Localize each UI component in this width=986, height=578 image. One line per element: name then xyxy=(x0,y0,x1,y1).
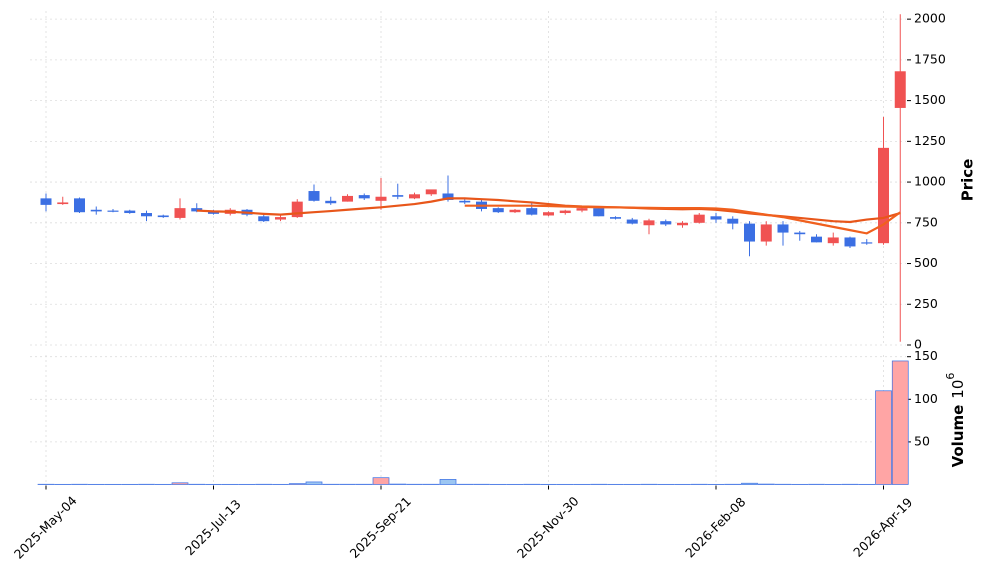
y-tick-label: 1750 xyxy=(914,51,946,66)
volume-offset: 10 xyxy=(949,380,967,399)
moving-average xyxy=(464,204,901,235)
candle-body xyxy=(543,212,554,216)
candle-body xyxy=(643,220,655,226)
candle-body xyxy=(811,236,822,243)
candle-body xyxy=(693,214,705,223)
candle-body xyxy=(124,210,136,214)
candle-body xyxy=(275,217,286,220)
y-tick-label: 100 xyxy=(914,391,938,406)
volume-label: Volume xyxy=(949,405,967,468)
candle-body xyxy=(576,208,588,211)
x-tick-label: 2025-Nov-30 xyxy=(514,493,582,561)
candle-body xyxy=(358,195,370,199)
y-tick-label: 50 xyxy=(914,433,930,448)
candle-body xyxy=(90,209,102,212)
y-tick-label: 1500 xyxy=(914,92,946,107)
candle-body xyxy=(660,221,672,225)
candle-body xyxy=(291,201,303,218)
candle-body xyxy=(492,208,504,213)
candle-body xyxy=(107,210,119,212)
y-tick-label: 250 xyxy=(914,296,938,311)
candle-body xyxy=(610,217,621,219)
candle-body xyxy=(777,224,789,233)
candle-body xyxy=(409,194,420,199)
candle-body xyxy=(74,198,85,213)
price-axis-label: Price xyxy=(959,159,977,202)
candle-body xyxy=(191,208,203,212)
y-tick-label: 500 xyxy=(914,255,938,270)
candle-body xyxy=(459,200,471,203)
volume-bar xyxy=(288,483,306,485)
candle-body xyxy=(626,219,638,224)
candle-body xyxy=(208,211,219,214)
y-tick-label: 1250 xyxy=(914,133,946,148)
candle-body xyxy=(325,200,337,204)
candle-body xyxy=(861,242,873,244)
candle-body xyxy=(894,71,906,108)
candle-body xyxy=(878,147,889,244)
candle-body xyxy=(727,218,739,224)
x-tick-label: 2025-May-04 xyxy=(11,493,80,562)
candle-body xyxy=(760,224,772,242)
volume-bar xyxy=(741,482,758,485)
candle-body xyxy=(526,208,538,215)
x-tick-label: 2026-Apr-19 xyxy=(850,495,915,560)
candle-body xyxy=(559,210,571,214)
volume-offset-exponent: 6 xyxy=(944,373,957,380)
candle-body xyxy=(425,189,437,195)
candle-body xyxy=(392,195,404,197)
volume-bar xyxy=(891,360,909,485)
candle-body xyxy=(710,216,722,220)
candle-body xyxy=(57,202,69,205)
x-tick-label: 2025-Sep-21 xyxy=(347,494,414,561)
y-tick-label: 0 xyxy=(914,337,922,352)
y-tick-label: 1000 xyxy=(914,174,946,189)
candle-body xyxy=(141,213,152,217)
candle-body xyxy=(509,209,521,213)
candle-body xyxy=(794,232,806,235)
candle-body xyxy=(375,196,387,201)
volume-bar xyxy=(439,479,457,485)
volume-bar xyxy=(305,481,323,485)
y-tick-label: 150 xyxy=(914,348,938,363)
volume-bar xyxy=(171,482,189,485)
volume-axis-label: Volume 106 xyxy=(944,373,967,468)
candle-body xyxy=(258,216,270,222)
x-tick-label: 2026-Feb-08 xyxy=(682,494,748,560)
candle-body xyxy=(744,223,755,242)
candle-body xyxy=(827,237,839,244)
candle-body xyxy=(442,193,454,200)
candle-body xyxy=(677,222,688,226)
y-tick-label: 2000 xyxy=(914,11,946,26)
candle-body xyxy=(844,237,856,247)
candle-body xyxy=(593,208,605,217)
candle-body xyxy=(308,191,320,201)
x-tick-label: 2025-Jul-13 xyxy=(182,496,244,558)
volume-bar xyxy=(875,390,892,485)
candle-body xyxy=(40,198,52,205)
candle-body xyxy=(157,215,169,218)
candle-body xyxy=(174,208,186,218)
volume-bar xyxy=(372,477,390,485)
y-tick-label: 750 xyxy=(914,214,938,229)
candle-body xyxy=(342,195,353,202)
